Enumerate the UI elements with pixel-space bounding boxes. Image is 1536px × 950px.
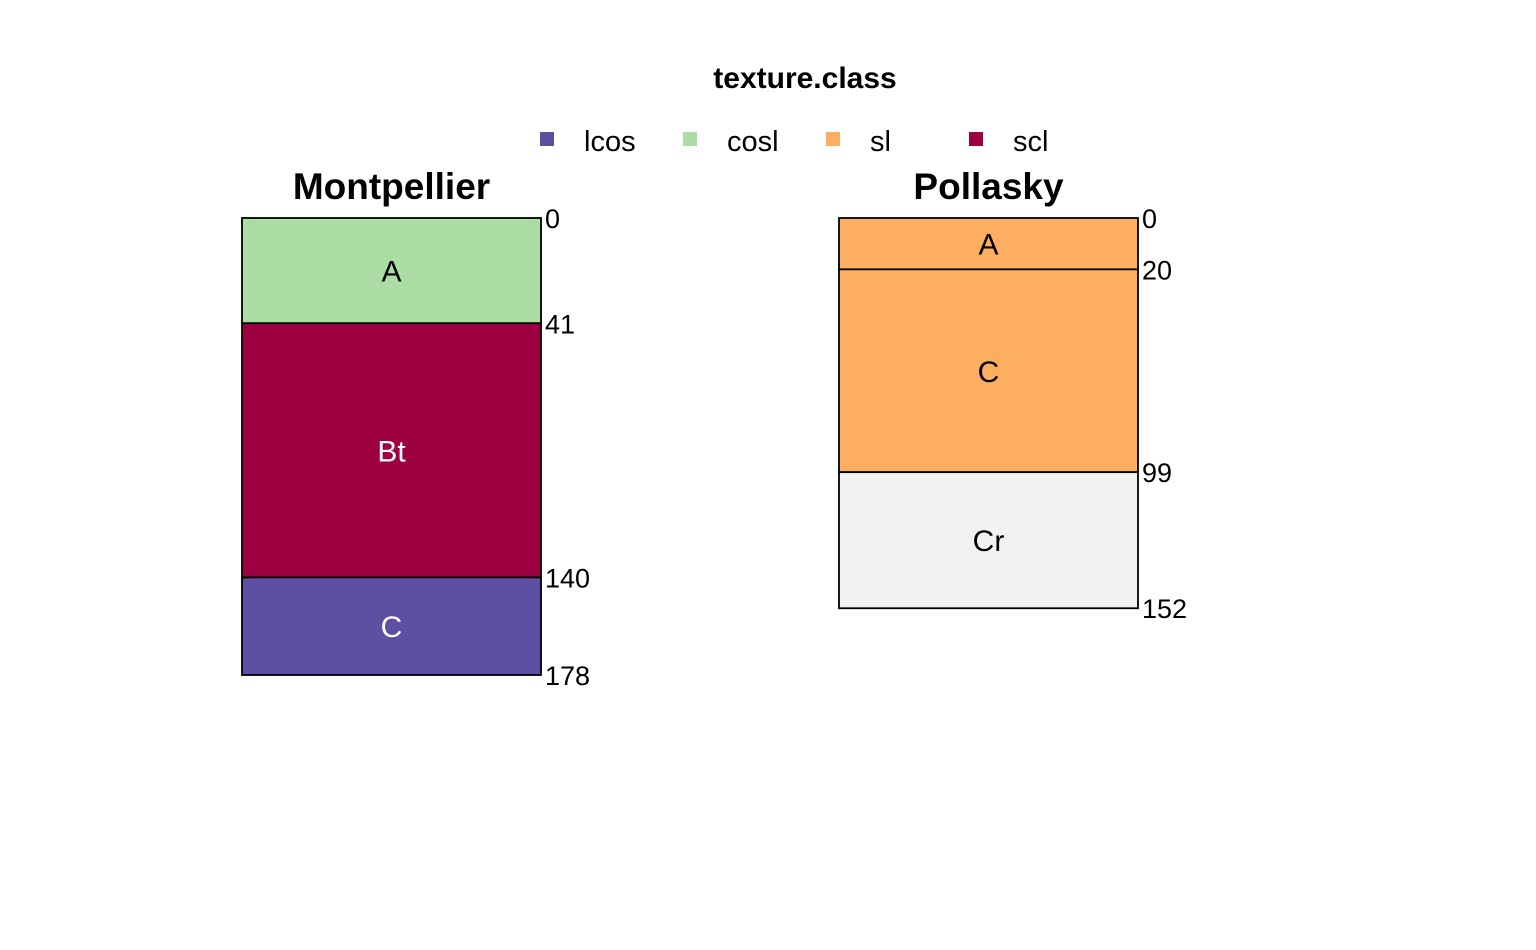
profile-pollasky: Pollasky A C Cr 0 20 99 152 [838, 166, 1187, 624]
legend-swatch-sl [826, 132, 840, 146]
horizon-bt [241, 322, 542, 579]
depth-label: 152 [1142, 594, 1187, 624]
legend-swatch-lcos [540, 132, 554, 146]
depth-label: 20 [1142, 255, 1172, 285]
horizon-label: A [381, 256, 401, 289]
profile-title: Pollasky [913, 166, 1064, 207]
depth-label: 140 [545, 563, 590, 593]
legend-label-sl: sl [870, 126, 891, 158]
legend-label-cosl: cosl [727, 126, 779, 158]
horizon-label: C [978, 356, 1000, 389]
horizon-cr [838, 471, 1139, 610]
depth-label: 99 [1142, 458, 1172, 488]
profile-title: Montpellier [293, 166, 490, 207]
horizon-label: A [978, 229, 998, 262]
legend-title: texture.class [713, 62, 896, 95]
legend: lcos cosl sl scl [540, 126, 1048, 158]
depth-label: 41 [545, 309, 575, 339]
depth-label: 0 [1142, 204, 1157, 234]
profiles: Montpellier A Bt C 0 41 140 178 Pollasky A C Cr 0 20 9… [241, 166, 1187, 691]
horizon-label: Cr [973, 525, 1005, 558]
horizon-a [838, 217, 1139, 271]
horizon-label: C [381, 611, 403, 644]
horizon-label: Bt [377, 435, 406, 468]
depth-label: 178 [545, 661, 590, 691]
legend-swatch-cosl [683, 132, 697, 146]
profile-montpellier: Montpellier A Bt C 0 41 140 178 [241, 166, 590, 691]
legend-swatch-scl [969, 132, 983, 146]
horizon-a [241, 217, 542, 325]
horizon-c [241, 576, 542, 676]
horizon-c [838, 268, 1139, 474]
depth-label: 0 [545, 204, 560, 234]
legend-label-lcos: lcos [584, 126, 636, 158]
legend-label-scl: scl [1013, 126, 1048, 158]
